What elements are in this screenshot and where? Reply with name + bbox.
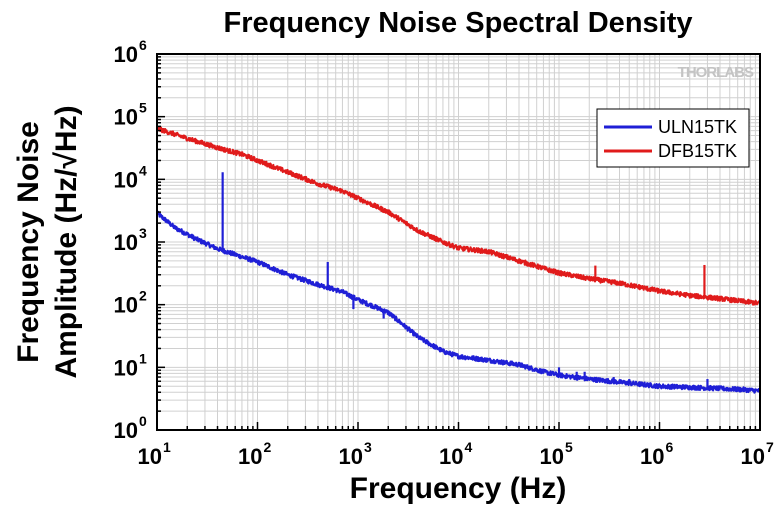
y-axis-label-line2: Amplitude (Hz/√Hz) bbox=[50, 105, 83, 378]
y-tick-label: 10 0 bbox=[114, 413, 147, 443]
x-tick-label-exp: 6 bbox=[666, 439, 674, 455]
x-tick-label-base: 10 bbox=[540, 444, 564, 469]
series-uln15tk bbox=[155, 172, 761, 394]
x-axis-label: Frequency (Hz) bbox=[350, 472, 567, 505]
x-tick-labels: 10 1 10 2 10 3 10 4 10 5 10 6 10 7 bbox=[138, 439, 774, 469]
x-tick-label-exp: 7 bbox=[766, 439, 774, 455]
legend-box bbox=[596, 108, 750, 168]
x-tick-label: 10 5 bbox=[540, 439, 573, 469]
x-tick-label: 10 4 bbox=[439, 439, 472, 469]
legend: ULN15TK DFB15TK bbox=[596, 108, 750, 168]
series-line-uln15tk bbox=[155, 210, 761, 394]
y-tick-label-exp: 1 bbox=[139, 350, 147, 366]
y-tick-label-exp: 3 bbox=[139, 225, 147, 241]
x-tick-label-exp: 3 bbox=[364, 439, 372, 455]
y-tick-label-exp: 6 bbox=[139, 37, 147, 53]
y-axis-label-line1: Frequency Noise bbox=[12, 121, 45, 363]
y-tick-label-exp: 5 bbox=[139, 100, 147, 116]
y-tick-label-base: 10 bbox=[114, 355, 138, 380]
legend-label-dfb15tk: DFB15TK bbox=[658, 141, 737, 161]
x-tick-label: 10 6 bbox=[640, 439, 673, 469]
y-tick-label-base: 10 bbox=[114, 418, 138, 443]
y-tick-label-base: 10 bbox=[114, 293, 138, 318]
y-tick-label-base: 10 bbox=[114, 167, 138, 192]
y-tick-label: 10 1 bbox=[114, 350, 147, 380]
series-line-dfb15tk bbox=[155, 126, 761, 306]
y-tick-label-base: 10 bbox=[114, 105, 138, 130]
legend-label-uln15tk: ULN15TK bbox=[658, 117, 737, 137]
y-tick-label-exp: 2 bbox=[139, 288, 147, 304]
x-tick-label: 10 1 bbox=[138, 439, 171, 469]
x-tick-label-base: 10 bbox=[640, 444, 664, 469]
y-tick-label-exp: 0 bbox=[139, 413, 147, 429]
y-tick-label-base: 10 bbox=[114, 230, 138, 255]
x-tick-label-exp: 5 bbox=[565, 439, 573, 455]
x-tick-label: 10 2 bbox=[238, 439, 271, 469]
chart-title: Frequency Noise Spectral Density bbox=[224, 7, 693, 39]
thorlabs-logo: THORLABS bbox=[678, 64, 754, 81]
x-tick-label-exp: 1 bbox=[163, 439, 171, 455]
y-tick-label: 10 2 bbox=[114, 288, 147, 318]
y-tick-label-exp: 4 bbox=[139, 162, 147, 178]
x-tick-label-base: 10 bbox=[439, 444, 463, 469]
y-tick-label: 10 6 bbox=[114, 37, 147, 67]
y-tick-label: 10 5 bbox=[114, 100, 147, 130]
y-tick-label: 10 3 bbox=[114, 225, 147, 255]
x-tick-label-exp: 2 bbox=[264, 439, 272, 455]
series-dfb15tk bbox=[155, 126, 761, 306]
y-tick-label: 10 4 bbox=[114, 162, 147, 192]
x-tick-label-base: 10 bbox=[138, 444, 162, 469]
x-tick-label-exp: 4 bbox=[465, 439, 473, 455]
y-tick-label-base: 10 bbox=[114, 42, 138, 67]
x-tick-label-base: 10 bbox=[741, 444, 765, 469]
x-tick-label-base: 10 bbox=[238, 444, 262, 469]
x-tick-label: 10 7 bbox=[741, 439, 774, 469]
x-tick-label: 10 3 bbox=[339, 439, 372, 469]
series-layer bbox=[155, 126, 761, 394]
x-tick-label-base: 10 bbox=[339, 444, 363, 469]
plot-frame bbox=[156, 53, 761, 431]
